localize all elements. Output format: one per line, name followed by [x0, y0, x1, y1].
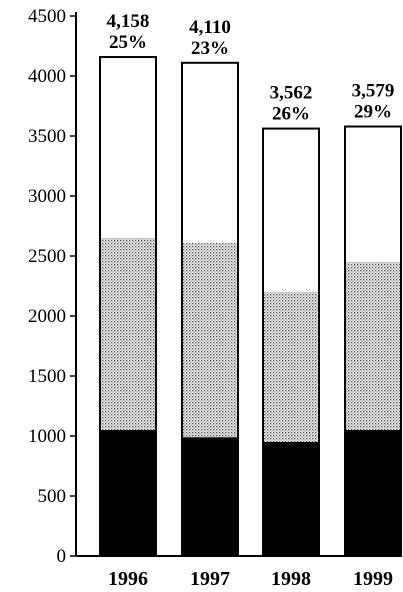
y-axis: 0 500 1000 1500 2000 2500 3000 3500 4000 4500	[28, 6, 77, 567]
y-tick-label: 3000	[28, 186, 66, 207]
y-tick-label: 500	[38, 486, 67, 507]
y-tick-label: 2000	[28, 306, 66, 327]
bar-segment-1999-1	[345, 262, 401, 430]
x-tick-label: 1996	[108, 568, 148, 590]
bar-segment-1998-1	[263, 292, 319, 442]
bar-segment-1999-0	[345, 430, 401, 556]
x-tick-label: 1997	[190, 568, 230, 590]
bar-segment-1998-2	[263, 128, 319, 292]
bar-segment-1996-2	[100, 57, 156, 238]
bar-segment-1997-1	[182, 242, 238, 438]
y-tick-label: 4000	[28, 66, 66, 87]
y-tick-label: 0	[57, 546, 67, 567]
x-tick-label: 1998	[271, 568, 311, 590]
total-label: 4,158	[107, 11, 150, 32]
total-label: 4,110	[189, 17, 231, 38]
percent-label: 26%	[272, 104, 310, 125]
total-label: 3,579	[352, 81, 395, 102]
y-tick-label: 1000	[28, 426, 66, 447]
bar-segment-1997-2	[182, 62, 238, 243]
total-label: 3,562	[270, 83, 313, 104]
bar-segment-1997-0	[182, 437, 238, 556]
y-tick-label: 2500	[28, 246, 66, 267]
x-tick-label: 1999	[353, 568, 393, 590]
bar-segment-1996-0	[100, 430, 156, 556]
y-tick-label: 3500	[28, 126, 66, 147]
y-tick-label: 4500	[28, 6, 66, 27]
x-axis: 1996 1997 1998 1999	[76, 555, 396, 590]
bar-segment-1998-0	[263, 442, 319, 556]
bar-segment-1999-2	[345, 126, 401, 263]
bar-segment-1996-1	[100, 238, 156, 430]
y-tick-label: 1500	[28, 366, 66, 387]
bars	[99, 56, 402, 558]
percent-label: 29%	[354, 102, 392, 123]
percent-label: 25%	[109, 32, 147, 53]
percent-label: 23%	[191, 38, 229, 59]
